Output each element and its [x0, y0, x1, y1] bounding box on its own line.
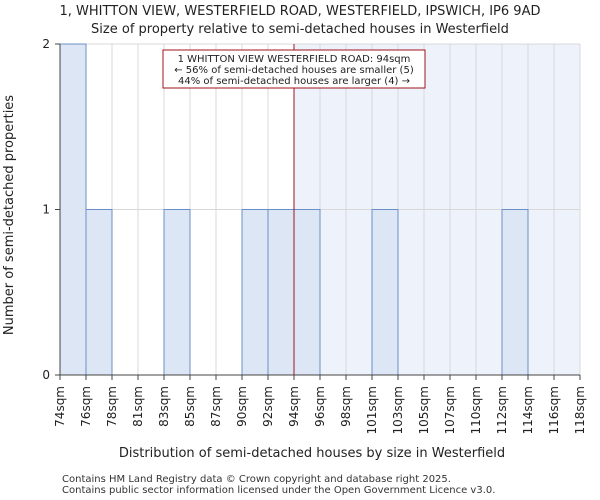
x-tick-label: 105sqm — [417, 386, 431, 434]
bar — [267, 209, 295, 376]
x-axis-label: Distribution of semi-detached houses by … — [119, 446, 505, 461]
y-tick-label: 2 — [42, 37, 50, 51]
y-tick-label: 1 — [42, 203, 50, 217]
x-tick-label: 94sqm — [287, 386, 301, 427]
annotation-line-3: 44% of semi-detached houses are larger (… — [178, 76, 410, 87]
x-tick-label: 83sqm — [157, 386, 171, 427]
x-tick-label: 96sqm — [313, 386, 327, 427]
bar — [85, 209, 113, 376]
x-tick-label: 114sqm — [521, 386, 535, 434]
bar — [371, 209, 399, 376]
x-tick-label: 76sqm — [79, 386, 93, 427]
x-tick-label: 85sqm — [183, 386, 197, 427]
chart-subtitle: Size of property relative to semi-detach… — [91, 22, 509, 37]
x-tick-label: 74sqm — [53, 386, 67, 427]
bar — [163, 209, 191, 376]
annotation-line-2: ← 56% of semi-detached houses are smalle… — [174, 65, 414, 76]
x-tick-label: 78sqm — [105, 386, 119, 427]
annotation-box — [162, 49, 426, 89]
annotation-line-1: 1 WHITTON VIEW WESTERFIELD ROAD: 94sqm — [178, 54, 411, 65]
x-tick-label: 101sqm — [365, 386, 379, 434]
bar — [59, 43, 87, 376]
x-tick-label: 118sqm — [573, 386, 587, 434]
x-tick-label: 110sqm — [469, 386, 483, 434]
x-tick-label: 107sqm — [443, 386, 457, 434]
x-tick-label: 87sqm — [209, 386, 223, 427]
bar — [293, 209, 321, 376]
x-tick-label: 92sqm — [261, 386, 275, 427]
x-tick-label: 81sqm — [131, 386, 145, 427]
y-axis-label: Number of semi-detached properties — [2, 95, 17, 335]
x-tick-label: 112sqm — [495, 386, 509, 434]
x-tick-label: 90sqm — [235, 386, 249, 427]
footer-licence: Contains public sector information licen… — [62, 485, 496, 496]
bar — [501, 209, 529, 376]
bar — [241, 209, 269, 376]
footer-copyright: Contains HM Land Registry data © Crown c… — [62, 474, 451, 485]
x-tick-label: 116sqm — [547, 386, 561, 434]
chart-title: 1, WHITTON VIEW, WESTERFIELD ROAD, WESTE… — [60, 4, 541, 19]
x-tick-label: 103sqm — [391, 386, 405, 434]
x-tick-label: 98sqm — [339, 386, 353, 427]
y-tick-label: 0 — [42, 368, 50, 382]
plot-area: 0 1 2 74sqm 76sqm 78sqm 81sqm 83sqm 85sqm 87sqm 90… — [42, 37, 587, 434]
